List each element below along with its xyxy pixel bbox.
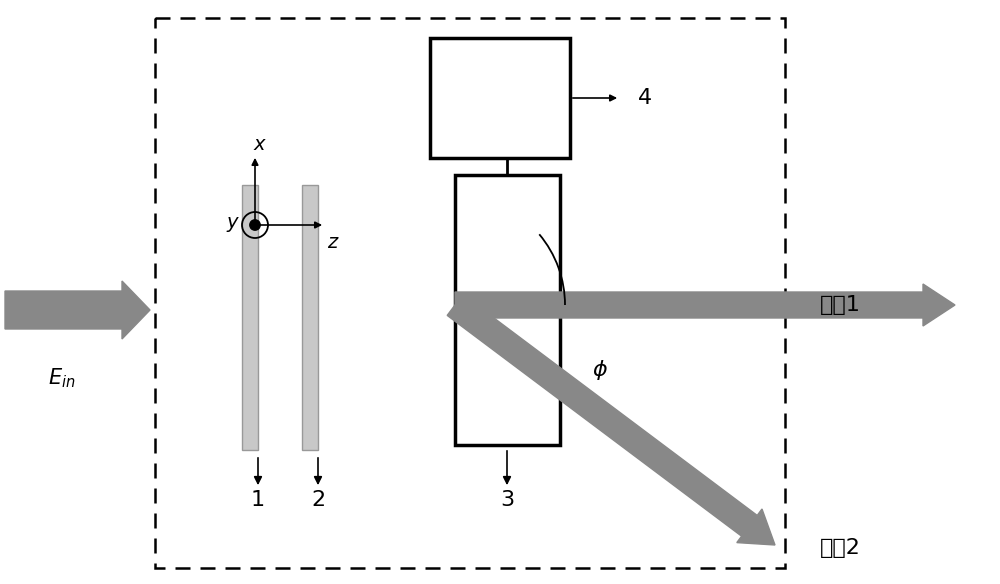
Text: 4: 4 (638, 88, 652, 108)
Bar (455, 175, 560, 445)
Circle shape (250, 220, 260, 230)
Text: 1: 1 (251, 490, 265, 510)
FancyArrow shape (447, 294, 775, 545)
Bar (430, 38, 570, 158)
Text: $y$: $y$ (226, 215, 240, 235)
Bar (155, 18, 785, 568)
Text: 3: 3 (500, 490, 514, 510)
Text: $z$: $z$ (327, 234, 339, 252)
FancyArrow shape (5, 281, 150, 339)
Text: 2: 2 (311, 490, 325, 510)
Bar (302, 185, 318, 450)
FancyArrow shape (455, 284, 955, 326)
Text: 输出2: 输出2 (820, 538, 861, 558)
Text: $E_{in}$: $E_{in}$ (48, 366, 76, 390)
Bar (242, 185, 258, 450)
Text: 输出1: 输出1 (820, 295, 861, 315)
Text: $\phi$: $\phi$ (592, 358, 608, 382)
Text: $x$: $x$ (253, 135, 267, 155)
